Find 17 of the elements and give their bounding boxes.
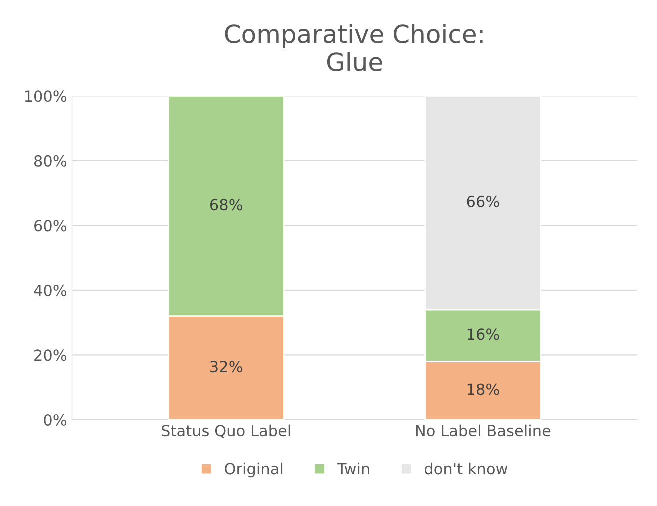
legend-label: Twin (337, 462, 370, 474)
data-label: 16% (468, 328, 500, 340)
legend-label: don't know (424, 462, 508, 475)
y-tick-label: 40% (34, 284, 67, 296)
y-tick-label: 80% (34, 155, 67, 167)
y-tick-label: 20% (34, 350, 67, 362)
data-label: 18% (468, 384, 500, 396)
x-tick-label: No Label Baseline (416, 424, 551, 437)
legend-label: Original (225, 462, 283, 478)
y-tick-label: 60% (34, 220, 67, 232)
y-tick-label: 100% (25, 90, 67, 102)
data-label: 32% (210, 361, 242, 373)
data-label: 66% (467, 196, 500, 208)
y-tick-label: 0% (44, 414, 67, 426)
x-tick-label: Status Quo Label (162, 424, 290, 438)
chart-title: Comparative Choice: Glue (225, 24, 483, 72)
data-label: 68% (210, 199, 242, 211)
